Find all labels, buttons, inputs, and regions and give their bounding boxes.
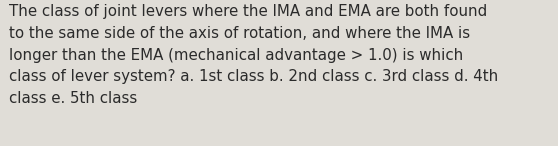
- Text: The class of joint levers where the IMA and EMA are both found
to the same side : The class of joint levers where the IMA …: [9, 4, 498, 106]
